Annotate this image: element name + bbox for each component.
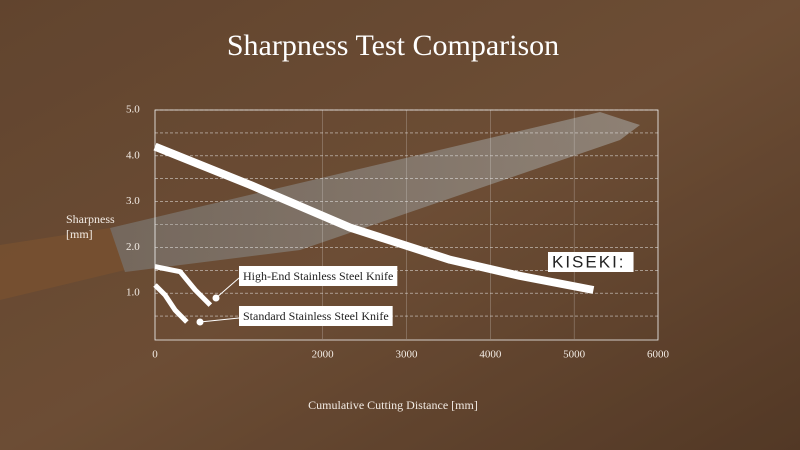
leader-dot	[212, 294, 220, 302]
leader-line	[199, 317, 240, 323]
series-label: High-End Stainless Steel Knife	[243, 269, 393, 283]
series-label: Standard Stainless Steel Knife	[243, 309, 389, 323]
knife-blade	[110, 112, 640, 272]
chart-title: Sharpness Test Comparison	[227, 29, 559, 62]
y-axis-label: Sharpness [mm]	[66, 212, 115, 241]
knife-handle	[0, 228, 125, 300]
y-tick-label: 4.0	[126, 149, 140, 161]
series-label-box	[239, 266, 398, 286]
series-line	[153, 283, 189, 324]
x-axis-label: Cumulative Cutting Distance [mm]	[308, 398, 478, 412]
x-tick-label: 6000	[647, 349, 670, 361]
x-tick-label: 3000	[396, 349, 419, 361]
leader-line	[215, 277, 240, 299]
series-line	[153, 142, 595, 294]
x-tick-label: 0	[152, 349, 158, 361]
x-tick-label: 2000	[312, 349, 335, 361]
x-tick-label: 4000	[479, 349, 502, 361]
leader-dot	[196, 318, 204, 326]
series-line	[154, 264, 213, 307]
y-tick-label: 1.0	[126, 287, 140, 299]
x-tick-label: 5000	[563, 349, 586, 361]
series-label: KISEKI:	[552, 252, 626, 271]
y-tick-label: 5.0	[126, 104, 140, 116]
y-tick-label: 2.0	[126, 241, 140, 253]
series-label-box	[239, 306, 393, 326]
series-label-box	[548, 252, 634, 272]
y-tick-label: 3.0	[126, 195, 140, 207]
